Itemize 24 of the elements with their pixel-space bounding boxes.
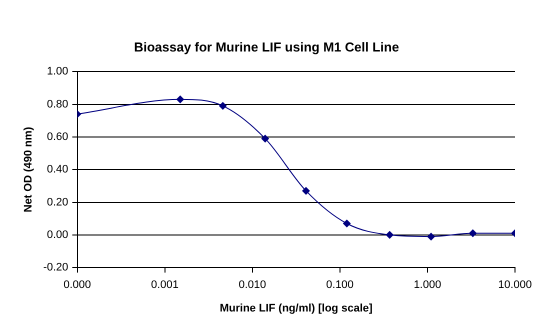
y-tick-label: 0.20 [46,196,68,208]
point [342,220,351,228]
y-tick-label: 0.00 [46,228,68,241]
x-tick-label: 10.000 [498,279,532,292]
chart-title: Bioassay for Murine LIF using M1 Cell Line [134,39,400,54]
y-tick-label: 0.80 [46,98,68,110]
x-tick-label: 0.010 [238,279,266,292]
point [302,186,310,195]
point [176,95,184,104]
y-tick-label: -0.20 [43,262,68,274]
point [386,230,394,239]
x-tick-label: 0.100 [326,279,354,292]
x-tick-label: 1.000 [414,279,442,292]
y-tick-label: 0.60 [46,130,68,143]
point [261,134,270,143]
y-tick-label: 1.00 [46,66,68,78]
x-tick-label: 0.000 [64,279,92,292]
y-axis-title: Net OD (490 nm) [22,126,35,212]
x-tick-label: 0.001 [151,279,179,292]
x-axis-title: Murine LIF (ng/ml) [log scale] [220,302,373,314]
point [427,232,436,241]
point [218,102,227,110]
point [468,229,477,238]
y-tick-label: 0.40 [46,164,68,176]
